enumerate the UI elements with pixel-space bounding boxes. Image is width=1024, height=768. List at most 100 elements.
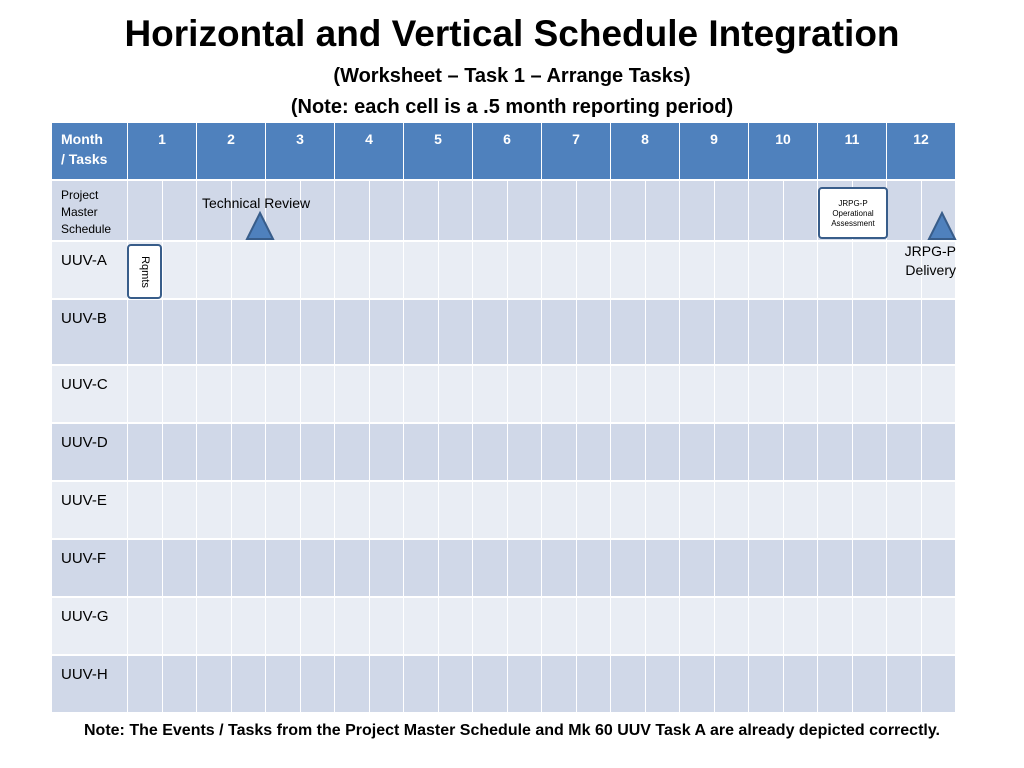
schedule-cell[interactable] bbox=[749, 424, 784, 482]
schedule-cell[interactable] bbox=[542, 656, 577, 714]
schedule-cell[interactable] bbox=[783, 366, 818, 424]
schedule-cell[interactable] bbox=[266, 540, 301, 598]
schedule-cell[interactable] bbox=[576, 242, 611, 300]
schedule-cell[interactable] bbox=[887, 482, 922, 540]
schedule-cell[interactable] bbox=[473, 366, 508, 424]
schedule-cell[interactable] bbox=[128, 181, 163, 242]
schedule-cell[interactable] bbox=[128, 598, 163, 656]
schedule-cell[interactable] bbox=[680, 540, 715, 598]
schedule-cell[interactable] bbox=[714, 598, 749, 656]
schedule-cell[interactable] bbox=[611, 424, 646, 482]
technical-review-milestone-icon[interactable] bbox=[245, 210, 275, 240]
schedule-cell[interactable] bbox=[197, 242, 232, 300]
schedule-cell[interactable] bbox=[542, 181, 577, 242]
rqmts-task-box[interactable]: Rqmts bbox=[127, 244, 162, 299]
schedule-cell[interactable] bbox=[576, 540, 611, 598]
schedule-cell[interactable] bbox=[714, 300, 749, 366]
schedule-cell[interactable] bbox=[335, 482, 370, 540]
schedule-cell[interactable] bbox=[438, 656, 473, 714]
schedule-cell[interactable] bbox=[128, 482, 163, 540]
schedule-cell[interactable] bbox=[162, 424, 197, 482]
schedule-cell[interactable] bbox=[783, 300, 818, 366]
schedule-cell[interactable] bbox=[852, 540, 887, 598]
schedule-cell[interactable] bbox=[438, 366, 473, 424]
schedule-cell[interactable] bbox=[162, 482, 197, 540]
schedule-cell[interactable] bbox=[645, 366, 680, 424]
schedule-cell[interactable] bbox=[473, 424, 508, 482]
schedule-cell[interactable] bbox=[197, 300, 232, 366]
schedule-cell[interactable] bbox=[749, 482, 784, 540]
schedule-cell[interactable] bbox=[128, 656, 163, 714]
schedule-cell[interactable] bbox=[749, 598, 784, 656]
schedule-cell[interactable] bbox=[818, 656, 853, 714]
schedule-cell[interactable] bbox=[783, 540, 818, 598]
schedule-cell[interactable] bbox=[645, 424, 680, 482]
schedule-cell[interactable] bbox=[300, 424, 335, 482]
schedule-cell[interactable] bbox=[611, 181, 646, 242]
schedule-cell[interactable] bbox=[852, 598, 887, 656]
schedule-cell[interactable] bbox=[369, 598, 404, 656]
schedule-cell[interactable] bbox=[714, 482, 749, 540]
schedule-cell[interactable] bbox=[542, 424, 577, 482]
schedule-cell[interactable] bbox=[231, 424, 266, 482]
schedule-cell[interactable] bbox=[404, 540, 439, 598]
schedule-cell[interactable] bbox=[128, 540, 163, 598]
schedule-cell[interactable] bbox=[335, 656, 370, 714]
schedule-cell[interactable] bbox=[921, 656, 956, 714]
schedule-cell[interactable] bbox=[231, 366, 266, 424]
schedule-cell[interactable] bbox=[369, 424, 404, 482]
schedule-cell[interactable] bbox=[404, 366, 439, 424]
delivery-milestone-icon[interactable] bbox=[927, 210, 957, 240]
schedule-cell[interactable] bbox=[921, 424, 956, 482]
schedule-cell[interactable] bbox=[645, 300, 680, 366]
schedule-cell[interactable] bbox=[887, 300, 922, 366]
schedule-cell[interactable] bbox=[266, 242, 301, 300]
schedule-cell[interactable] bbox=[197, 540, 232, 598]
schedule-cell[interactable] bbox=[749, 366, 784, 424]
schedule-cell[interactable] bbox=[231, 540, 266, 598]
schedule-cell[interactable] bbox=[197, 424, 232, 482]
schedule-cell[interactable] bbox=[231, 598, 266, 656]
schedule-cell[interactable] bbox=[266, 598, 301, 656]
schedule-cell[interactable] bbox=[749, 181, 784, 242]
schedule-cell[interactable] bbox=[266, 366, 301, 424]
schedule-cell[interactable] bbox=[507, 181, 542, 242]
schedule-cell[interactable] bbox=[473, 181, 508, 242]
schedule-cell[interactable] bbox=[714, 181, 749, 242]
schedule-cell[interactable] bbox=[473, 242, 508, 300]
schedule-cell[interactable] bbox=[369, 656, 404, 714]
schedule-cell[interactable] bbox=[887, 181, 922, 242]
schedule-cell[interactable] bbox=[645, 540, 680, 598]
schedule-cell[interactable] bbox=[162, 366, 197, 424]
schedule-cell[interactable] bbox=[300, 656, 335, 714]
schedule-cell[interactable] bbox=[611, 540, 646, 598]
schedule-cell[interactable] bbox=[300, 482, 335, 540]
schedule-cell[interactable] bbox=[473, 598, 508, 656]
schedule-cell[interactable] bbox=[197, 366, 232, 424]
schedule-cell[interactable] bbox=[714, 656, 749, 714]
schedule-cell[interactable] bbox=[783, 482, 818, 540]
schedule-cell[interactable] bbox=[335, 366, 370, 424]
schedule-cell[interactable] bbox=[197, 656, 232, 714]
schedule-cell[interactable] bbox=[714, 424, 749, 482]
schedule-cell[interactable] bbox=[576, 482, 611, 540]
schedule-cell[interactable] bbox=[611, 242, 646, 300]
schedule-cell[interactable] bbox=[266, 181, 301, 242]
schedule-cell[interactable] bbox=[921, 482, 956, 540]
schedule-cell[interactable] bbox=[542, 366, 577, 424]
schedule-cell[interactable] bbox=[473, 540, 508, 598]
schedule-cell[interactable] bbox=[611, 656, 646, 714]
schedule-cell[interactable] bbox=[266, 300, 301, 366]
schedule-cell[interactable] bbox=[369, 366, 404, 424]
schedule-cell[interactable] bbox=[887, 366, 922, 424]
schedule-cell[interactable] bbox=[369, 540, 404, 598]
schedule-cell[interactable] bbox=[783, 181, 818, 242]
schedule-cell[interactable] bbox=[887, 424, 922, 482]
schedule-cell[interactable] bbox=[645, 242, 680, 300]
schedule-cell[interactable] bbox=[335, 424, 370, 482]
schedule-cell[interactable] bbox=[266, 424, 301, 482]
schedule-cell[interactable] bbox=[680, 300, 715, 366]
schedule-cell[interactable] bbox=[438, 424, 473, 482]
schedule-cell[interactable] bbox=[507, 598, 542, 656]
schedule-cell[interactable] bbox=[162, 300, 197, 366]
